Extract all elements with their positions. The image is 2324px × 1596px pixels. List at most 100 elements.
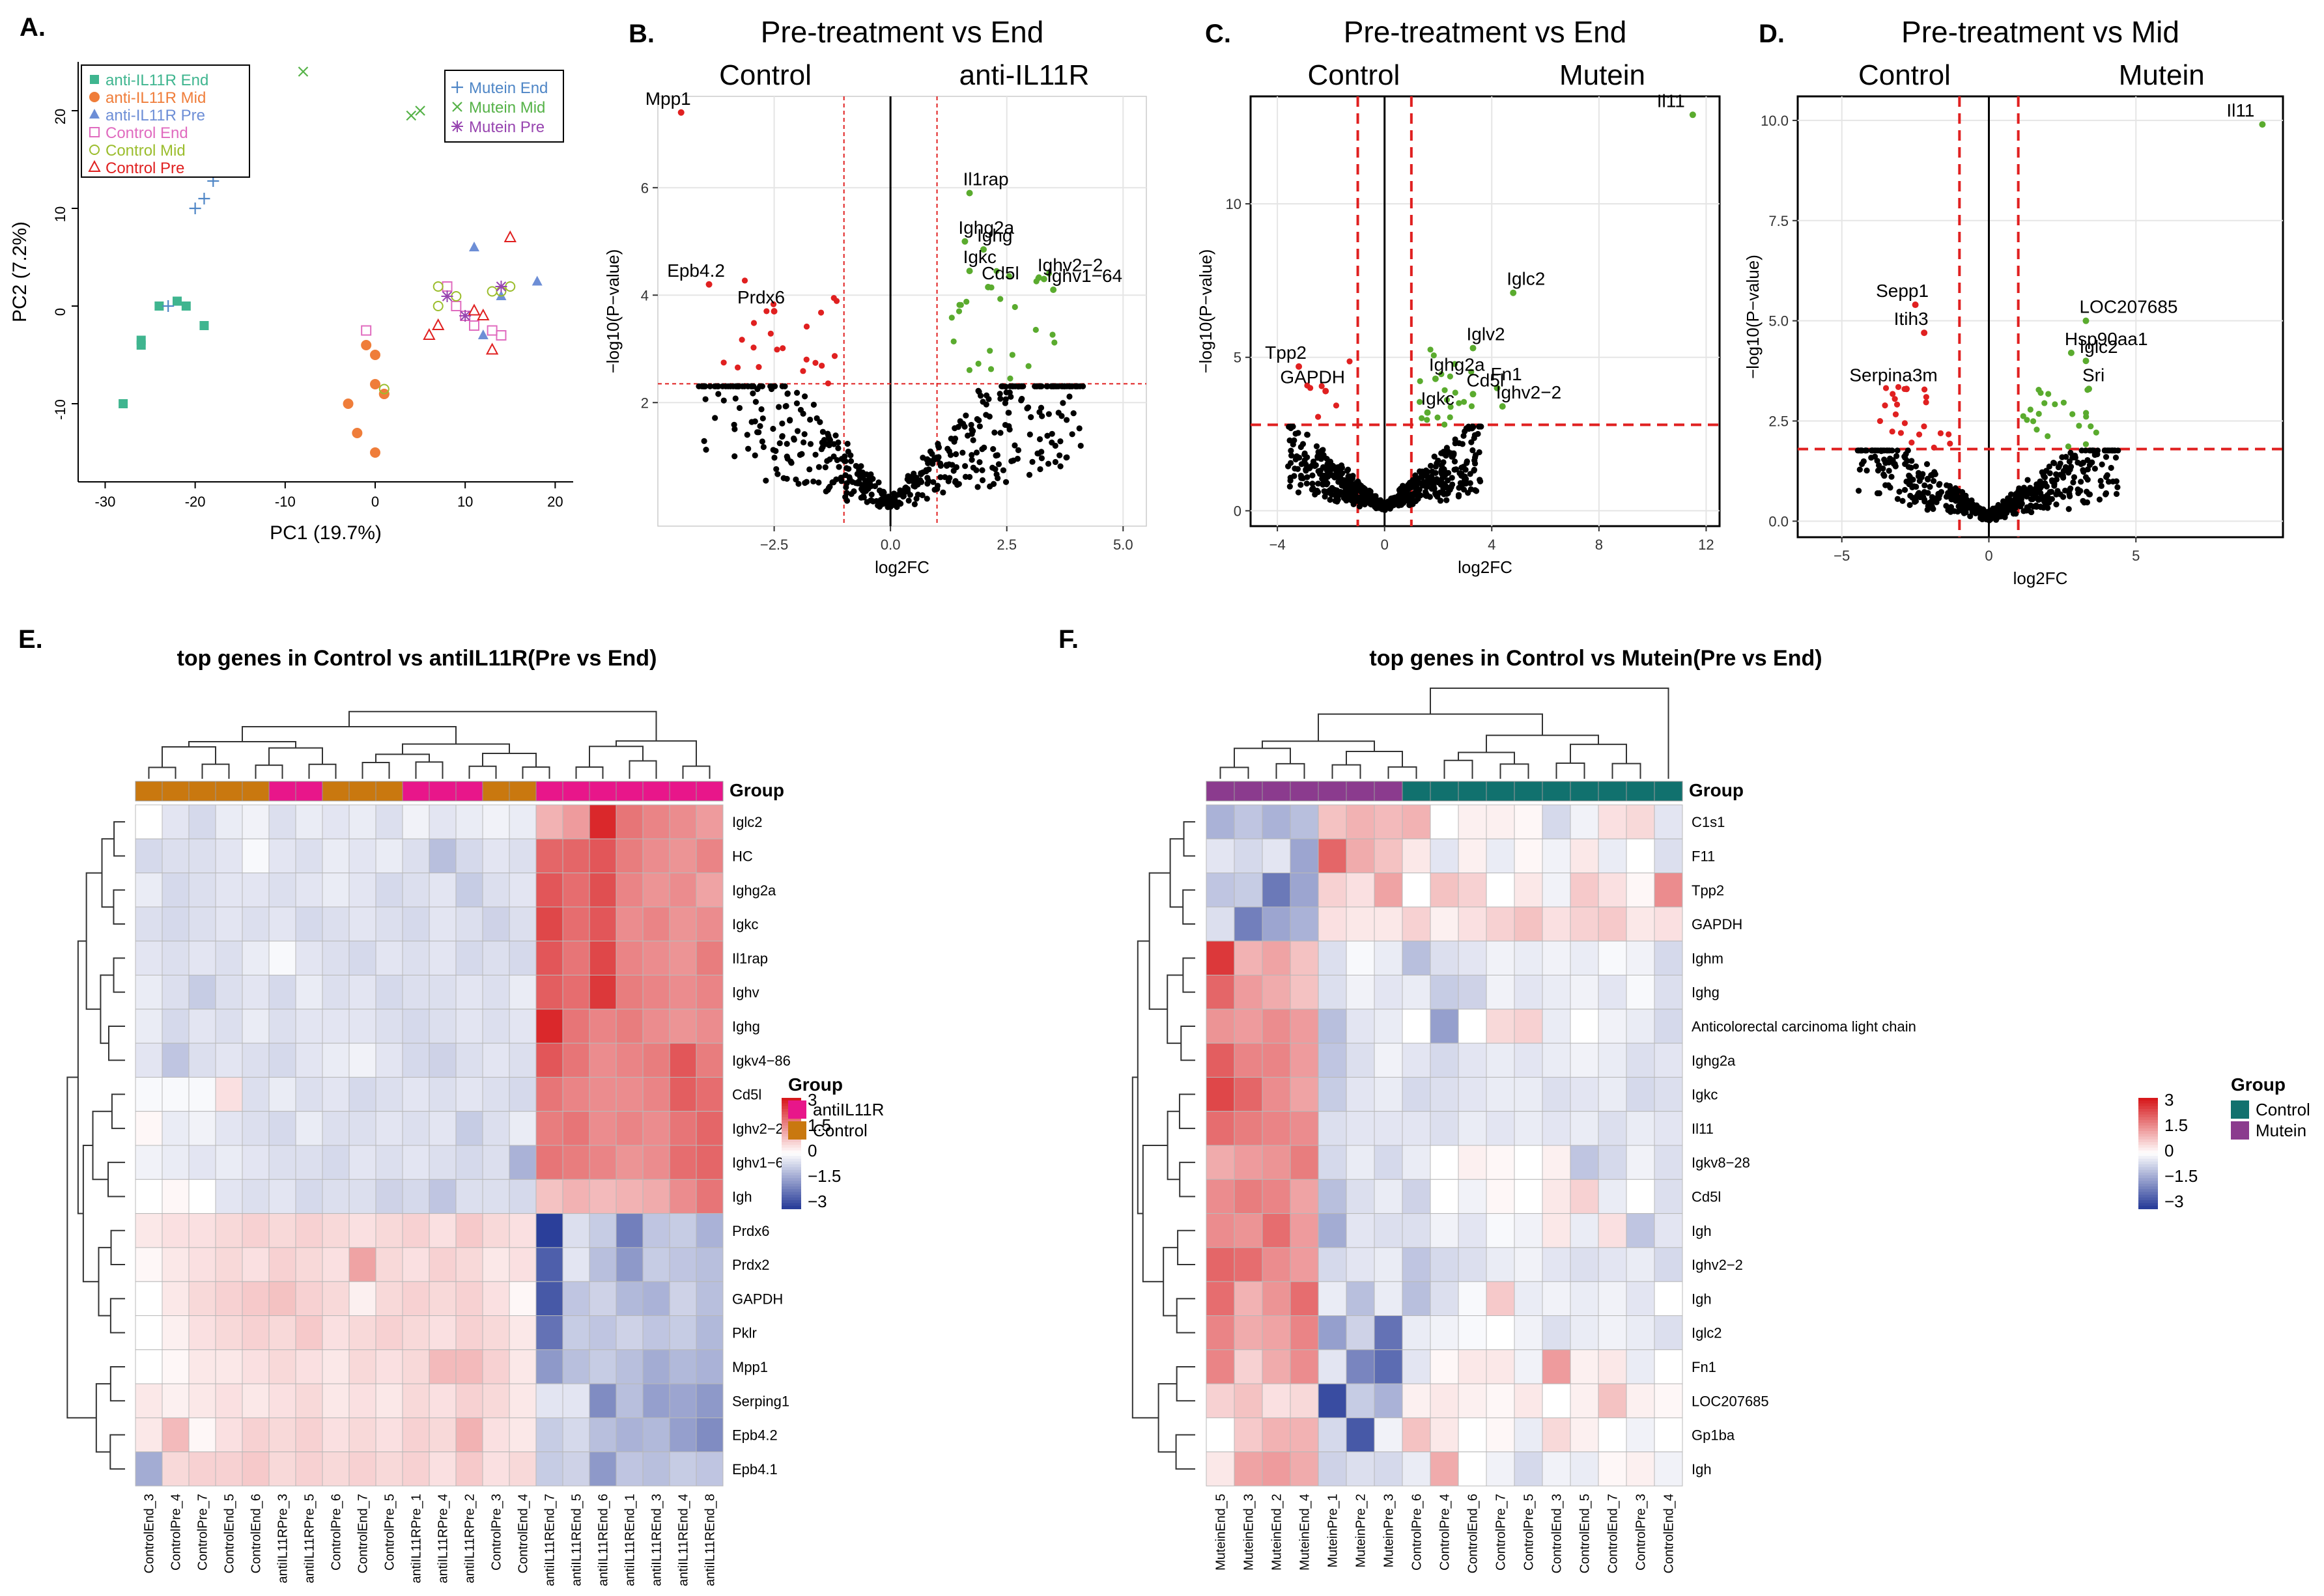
heatmap-cell [268,838,296,874]
row-label: Epb4.1 [732,1461,778,1477]
data-point [736,404,743,412]
heatmap-cell [1654,975,1683,1010]
heatmap-cell [1542,1315,1571,1351]
column-label: ControlEnd_3 [143,1494,157,1573]
data-point [1315,481,1322,487]
dendrogram-branch [1180,1025,1195,1061]
heatmap-cell [1290,1383,1319,1418]
heatmap-cell [375,804,403,839]
data-point [763,308,770,315]
heatmap-cell [1290,1213,1319,1248]
heatmap-cell [482,1076,510,1112]
heatmap-cell [348,1315,376,1351]
heatmap-cell [1206,1043,1235,1078]
heatmap-cell [1542,1009,1571,1044]
heatmap-cell [322,1417,350,1453]
data-point [432,301,444,311]
heatmap-cell [1374,1383,1403,1418]
data-point [1345,473,1352,480]
data-point [189,203,201,214]
heatmap-cell [375,1145,403,1180]
data-point [1299,441,1307,447]
heatmap-cell [589,1111,617,1146]
data-point [1032,383,1038,389]
data-point [830,441,837,447]
heatmap-cell [1374,1043,1403,1078]
heatmap-cell [1626,1009,1655,1044]
data-point [1069,383,1075,389]
scale-swatch [2138,1203,2158,1207]
dendrogram-branch [1346,750,1403,767]
legend-marker [452,102,462,112]
heatmap-cell [1234,873,1263,908]
heatmap-cell [535,1145,563,1180]
scale-swatch [782,1145,801,1149]
heatmap-cell [1290,1247,1319,1282]
heatmap-cell [535,1451,563,1487]
data-point [1025,363,1032,369]
data-point [752,452,758,458]
heatmap-cell [535,1213,563,1248]
heatmap-cell [1318,1451,1347,1487]
scale-swatch [2138,1150,2158,1154]
data-point [2067,464,2075,470]
data-point [1366,487,1372,494]
scale-swatch [2138,1186,2158,1190]
heatmap-cell [1262,1111,1291,1146]
data-point [968,421,974,428]
data-point [973,449,980,456]
row-label: Cd5l [732,1087,761,1103]
heatmap-cell [535,1076,563,1112]
heatmap-cell [135,873,163,908]
data-point [1035,275,1042,281]
heatmap-cell [482,1009,510,1044]
panel-letter: A. [20,13,46,42]
data-point [720,397,727,404]
data-point [2035,386,2042,393]
heatmap-cell [1570,1009,1599,1044]
heatmap-cell [1402,1315,1431,1351]
scale-tick-label: −3 [2164,1192,2184,1211]
dendrogram-branch [113,889,125,925]
dendrogram-branch [1387,766,1417,779]
heatmap-cell [535,940,563,975]
heatmap-cell [268,1043,296,1078]
heatmap-cell [696,1281,724,1316]
data-point [962,473,969,480]
data-point [469,320,479,331]
data-point [2024,417,2030,423]
heatmap-cell [135,838,163,874]
heatmap-cell [1654,906,1683,942]
panel-letter: D. [1759,20,1785,48]
dendrogram-branch [468,765,497,779]
data-point [1318,383,1325,389]
data-point [2015,499,2021,505]
heatmap-cell [482,1145,510,1180]
data-point [759,415,766,422]
heatmap-cell [188,975,216,1010]
data-point [2070,479,2076,486]
data-point [934,483,941,489]
heatmap-cell [1654,1213,1683,1248]
dendrogram-branch [308,763,337,779]
data-point [944,445,951,452]
data-point [801,439,807,445]
group-bar-cell [188,781,216,802]
heatmap-cell [429,1179,457,1214]
heatmap-cell [482,1179,510,1214]
y-axis-label: −log10(P−value) [603,249,623,374]
heatmap-cell [1290,838,1319,874]
dendrogram-branch [109,1365,125,1402]
scale-swatch [782,1197,801,1201]
heatmap-cell [509,1145,537,1180]
group-bar-cell [429,781,457,802]
data-point [1017,383,1024,389]
heatmap-cell [1318,1213,1347,1248]
y-tick-label: 10.0 [1761,113,1789,129]
heatmap-cell [135,1349,163,1384]
heatmap-cell [1262,1213,1291,1248]
heatmap-cell [268,1383,296,1418]
data-point [991,429,998,436]
data-point [959,449,966,456]
heatmap-cell [642,1145,670,1180]
